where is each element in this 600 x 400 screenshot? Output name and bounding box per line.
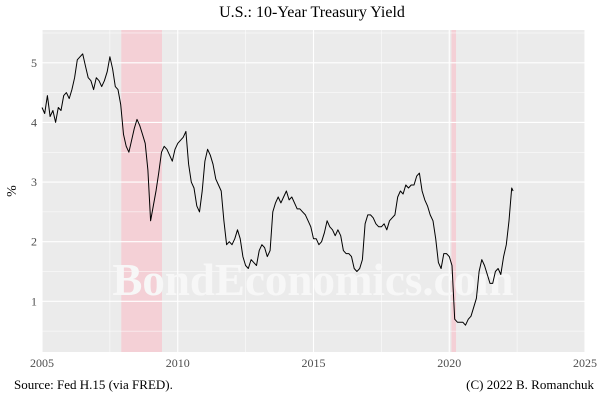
x-tick-labels: 2005 2010 2015 2020 2025 [30,356,597,370]
y-tick-label: 3 [31,175,37,189]
x-tick-label: 2020 [437,356,461,370]
x-tick-label: 2015 [302,356,326,370]
y-tick-label: 4 [31,115,37,129]
gridlines [41,30,586,352]
x-tick-label: 2005 [30,356,54,370]
x-tick-label: 2025 [573,356,597,370]
recession-band-1 [121,30,163,352]
chart-title: U.S.: 10-Year Treasury Yield [219,4,405,21]
y-tick-labels: 1 2 3 4 5 [31,56,37,309]
watermark: BondEconomics.com [112,255,513,305]
y-tick-label: 1 [31,294,37,308]
y-tick-label: 5 [31,56,37,70]
y-tick-label: 2 [31,235,37,249]
y-axis-label: % [5,185,20,197]
recession-band-2 [451,30,457,352]
x-tick-label: 2010 [166,356,190,370]
yield-line-series-1 [41,53,514,326]
copyright-note: (C) 2022 B. Romanchuk [466,377,594,392]
source-note: Source: Fed H.15 (via FRED). [14,377,173,392]
recession-bands [121,30,457,352]
series-layer [41,53,514,326]
